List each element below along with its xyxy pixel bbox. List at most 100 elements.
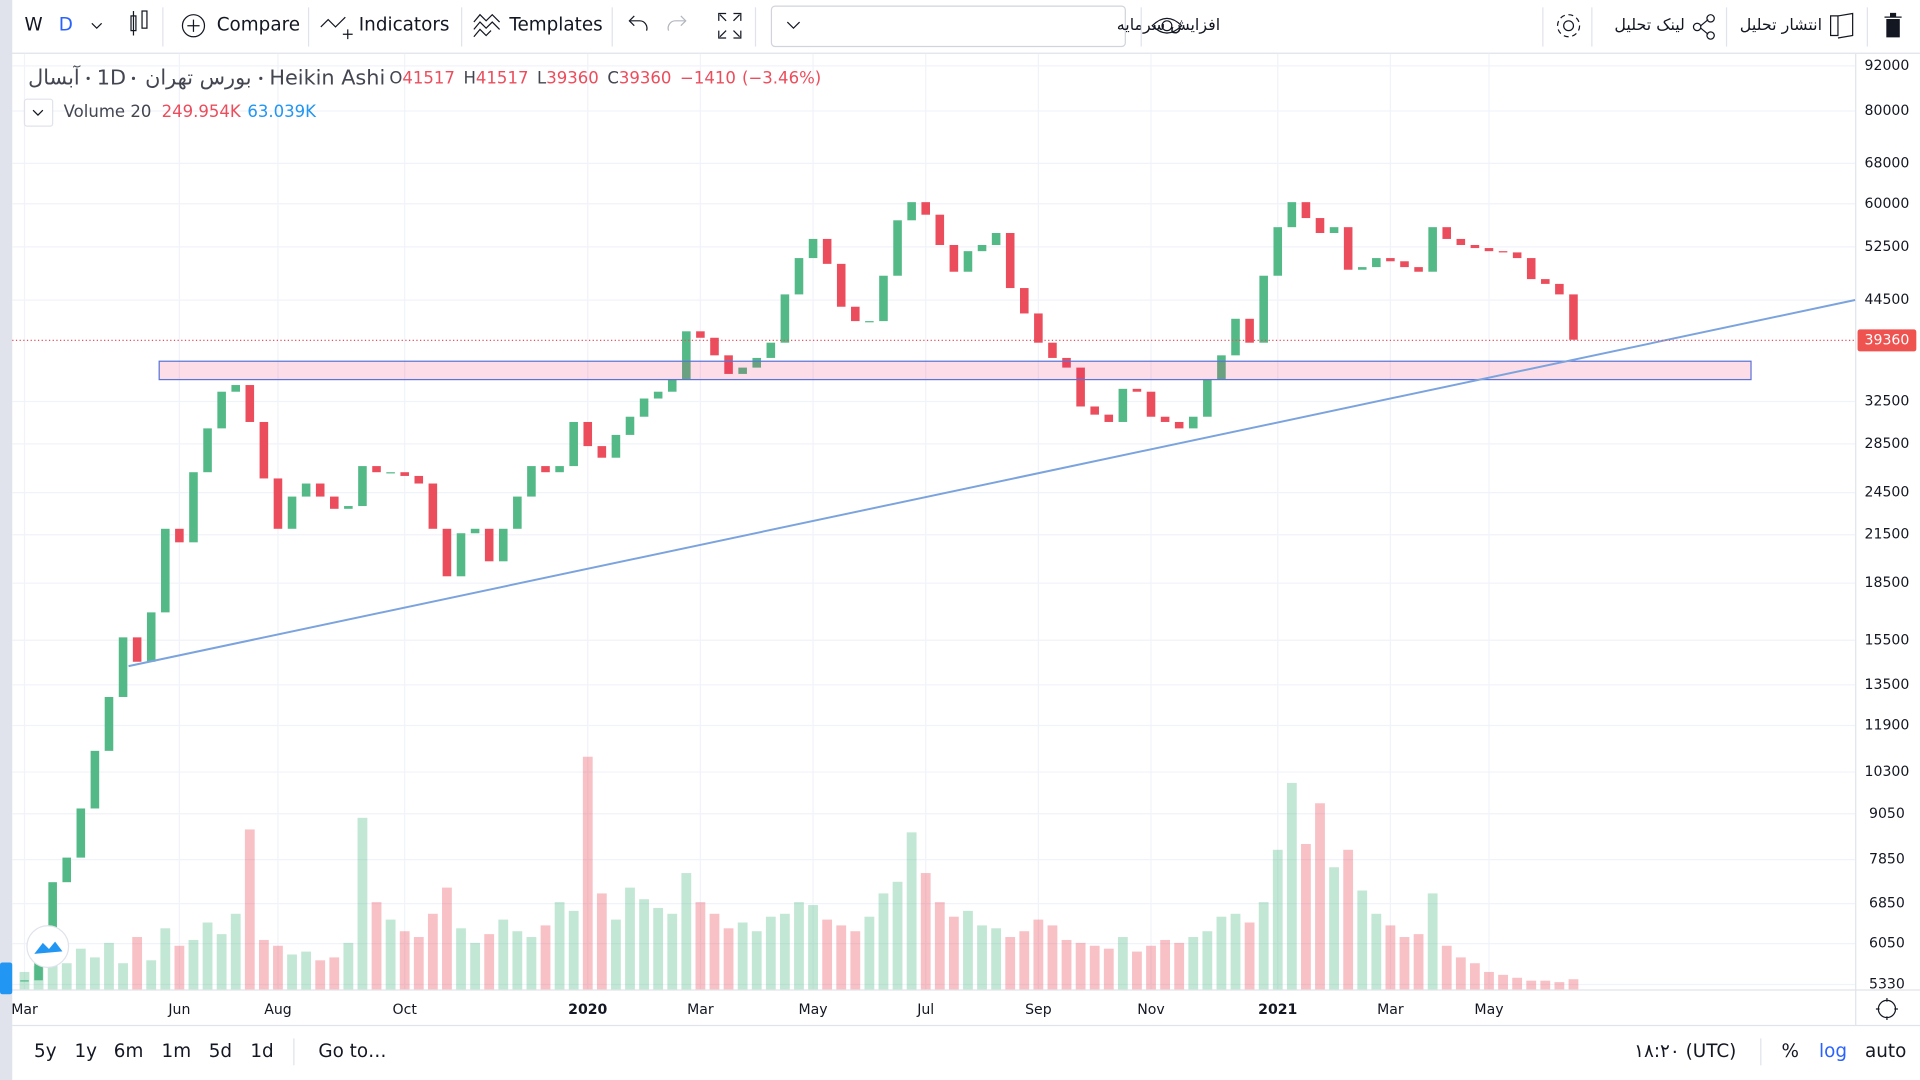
x-tick-label: Mar	[687, 1002, 714, 1018]
candle	[1076, 367, 1085, 407]
templates-button[interactable]: Templates	[473, 13, 603, 38]
volume-bar	[118, 963, 128, 990]
left-strip	[0, 0, 13, 1080]
publish-button[interactable]: انتشار تحلیل	[1740, 12, 1854, 39]
candle	[132, 637, 142, 662]
candle	[1555, 283, 1564, 295]
range-button[interactable]: 6m	[114, 1041, 144, 1062]
range-button[interactable]: 1y	[74, 1041, 97, 1062]
axis-settings[interactable]	[1875, 997, 1898, 1020]
x-tick-label: May	[799, 1002, 828, 1018]
timezone[interactable]: ۱۸:۲۰ (UTC)	[1634, 1041, 1736, 1062]
volume-bar	[1146, 945, 1156, 990]
volume-bar	[399, 931, 410, 990]
candle	[484, 528, 494, 562]
delete-button[interactable]	[1884, 12, 1902, 38]
candle	[1273, 227, 1283, 276]
volume-bar	[1258, 902, 1269, 990]
candle	[1456, 238, 1466, 245]
candle	[146, 612, 156, 662]
range-button[interactable]: 5d	[209, 1041, 232, 1062]
indicators-label[interactable]: Indicators	[359, 15, 450, 36]
legend-dot	[86, 76, 90, 80]
volume-bar	[1230, 913, 1241, 990]
share-button[interactable]: لینک تحلیل	[1614, 14, 1715, 40]
indicators-button[interactable]: Indicators	[320, 15, 450, 40]
visibility-button[interactable]	[1151, 17, 1183, 34]
candle	[1442, 227, 1452, 239]
volume-bar	[681, 873, 692, 990]
range-button[interactable]: 1m	[162, 1041, 192, 1062]
x-tick-label: May	[1474, 1002, 1503, 1018]
compare-button[interactable]: Compare	[181, 14, 300, 38]
volume-bar	[498, 919, 509, 990]
trend-line[interactable]	[128, 299, 1856, 668]
candle	[569, 421, 578, 467]
interval-button[interactable]: D	[59, 15, 73, 36]
compare-label[interactable]: Compare	[217, 15, 300, 36]
volume-bar	[273, 945, 283, 990]
publish-label[interactable]: انتشار تحلیل	[1740, 15, 1822, 35]
candle	[1132, 388, 1142, 392]
volume-bar	[780, 913, 790, 990]
volume-bar	[765, 916, 776, 990]
candle	[794, 258, 804, 295]
ohlc-label: H	[464, 68, 476, 87]
x-tick-label: Jul	[916, 1002, 934, 1018]
layout-dropdown[interactable]: افزایش سرمایه	[770, 5, 1220, 48]
legend-dot	[259, 76, 263, 80]
auto-toggle[interactable]: auto	[1865, 1041, 1906, 1062]
ohlc-label: O	[389, 68, 402, 87]
grid	[12, 53, 1856, 990]
fullscreen-button[interactable]	[718, 12, 742, 39]
candle	[1470, 244, 1480, 249]
candle	[1090, 406, 1099, 415]
x-tick-label: Sep	[1025, 1002, 1052, 1018]
volume-bar	[470, 942, 480, 990]
volume-bar	[794, 902, 804, 990]
settings-button[interactable]	[1556, 14, 1581, 38]
candle	[921, 202, 930, 215]
candle	[583, 421, 593, 447]
symbol-button[interactable]: W	[24, 15, 42, 36]
volume-bar	[188, 939, 199, 990]
logo[interactable]	[26, 925, 70, 968]
volume-bar	[695, 902, 706, 990]
footer: Go to… ۱۸:۲۰ (UTC) % log auto 5y 1y 6m 1m 5d…	[34, 1038, 1906, 1066]
templates-label[interactable]: Templates	[508, 15, 602, 36]
candle	[963, 251, 973, 272]
volume-bar	[230, 913, 241, 990]
layout-name[interactable]: افزایش سرمایه	[1117, 15, 1220, 35]
candle	[76, 808, 86, 858]
undo-button[interactable]	[628, 15, 648, 31]
rectangle-drawing[interactable]	[158, 360, 1752, 381]
log-toggle[interactable]: log	[1819, 1041, 1847, 1062]
collapse-button[interactable]	[23, 98, 54, 127]
volume-bar	[1512, 977, 1523, 990]
volume-bar	[343, 942, 354, 990]
share-label[interactable]: لینک تحلیل	[1614, 15, 1685, 34]
candle	[1048, 342, 1057, 358]
interval-chevron[interactable]	[91, 22, 103, 30]
redo-button[interactable]	[667, 15, 687, 31]
percent-toggle[interactable]: %	[1781, 1041, 1798, 1062]
candle	[90, 750, 100, 809]
range-button[interactable]: 5y	[34, 1041, 57, 1062]
side-panel-toggle[interactable]	[0, 962, 13, 995]
range-button[interactable]: 1d	[250, 1041, 273, 1062]
collapse-chevron[interactable]	[32, 109, 44, 116]
volume-bar	[1160, 939, 1170, 990]
chart-style-button[interactable]	[130, 10, 148, 36]
volume-bar	[1286, 782, 1297, 990]
candle	[1146, 391, 1156, 417]
candle	[1118, 388, 1128, 422]
y-tick-label: 80000	[1865, 103, 1910, 119]
candle	[696, 331, 705, 338]
candle	[836, 263, 846, 307]
y-tick-label: 5330	[1869, 977, 1905, 993]
goto-button[interactable]: Go to…	[318, 1041, 386, 1062]
candle	[935, 214, 945, 245]
candle	[245, 385, 255, 422]
